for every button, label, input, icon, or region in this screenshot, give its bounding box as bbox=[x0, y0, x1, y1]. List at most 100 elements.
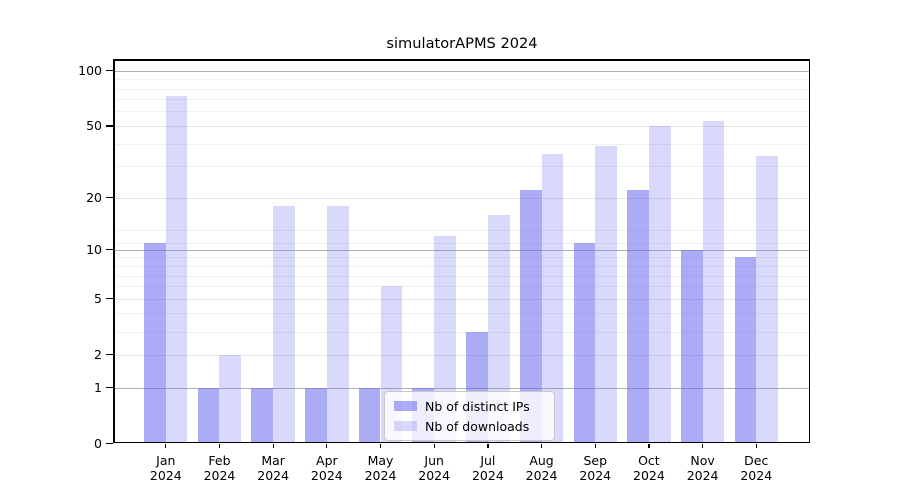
x-axis-tick bbox=[755, 443, 757, 448]
x-axis-tick bbox=[433, 443, 435, 448]
bar-downloads bbox=[648, 125, 671, 444]
x-tick-label-month: Apr bbox=[316, 452, 338, 468]
x-tick-label-year: 2024 bbox=[310, 468, 343, 483]
minor-gridline bbox=[113, 99, 811, 101]
y-axis-tick bbox=[106, 298, 113, 300]
x-tick-label: May 2024 bbox=[349, 453, 413, 484]
legend: Nb of distinct IPs Nb of downloads bbox=[384, 391, 555, 441]
x-tick-label-year: 2024 bbox=[149, 468, 182, 483]
x-tick-label-year: 2024 bbox=[525, 468, 558, 483]
bar-downloads bbox=[326, 205, 349, 444]
minor-gridline bbox=[113, 275, 811, 277]
y-tick-label: 20 bbox=[86, 189, 102, 205]
x-tick-label: Oct 2024 bbox=[617, 453, 681, 484]
labeled-gridline bbox=[113, 125, 811, 127]
x-tick-label: Jun 2024 bbox=[402, 453, 466, 484]
y-tick-label: 50 bbox=[86, 117, 102, 133]
labeled-gridline bbox=[113, 298, 811, 300]
bar-distinct-ips bbox=[519, 190, 542, 444]
minor-gridline bbox=[113, 88, 811, 90]
x-axis-tick bbox=[165, 443, 167, 448]
y-axis-tick bbox=[106, 249, 113, 251]
x-tick-label-month: Oct bbox=[638, 452, 660, 468]
bar-distinct-ips bbox=[305, 387, 327, 444]
minor-gridline bbox=[113, 79, 811, 81]
plot-area bbox=[113, 59, 811, 444]
x-axis-tick bbox=[594, 443, 596, 448]
minor-gridline bbox=[113, 257, 811, 259]
x-axis-tick bbox=[487, 443, 489, 448]
x-tick-label-month: Mar bbox=[261, 452, 285, 468]
x-tick-label-month: Nov bbox=[690, 452, 715, 468]
x-tick-label-month: Jan bbox=[156, 452, 176, 468]
labeled-gridline bbox=[113, 197, 811, 199]
spine-right bbox=[809, 59, 811, 444]
x-tick-label-year: 2024 bbox=[418, 468, 451, 483]
x-tick-label-year: 2024 bbox=[471, 468, 504, 483]
x-tick-label-month: Jul bbox=[480, 452, 496, 468]
x-tick-label-month: Jun bbox=[424, 452, 444, 468]
spine-top bbox=[113, 59, 811, 61]
x-axis-tick bbox=[272, 443, 274, 448]
x-tick-label-year: 2024 bbox=[364, 468, 397, 483]
minor-gridline bbox=[113, 111, 811, 113]
bar-downloads bbox=[273, 205, 295, 444]
minor-gridline bbox=[113, 331, 811, 333]
minor-gridline bbox=[113, 143, 811, 145]
x-tick-label-month: Aug bbox=[529, 452, 554, 468]
major-gridline bbox=[113, 70, 811, 72]
y-axis-tick bbox=[106, 386, 113, 389]
legend-label-downloads: Nb of downloads bbox=[425, 418, 530, 434]
x-tick-label: Nov 2024 bbox=[671, 453, 735, 484]
bar-distinct-ips bbox=[197, 387, 220, 444]
x-tick-label: Jul 2024 bbox=[456, 453, 520, 484]
x-tick-label: Apr 2024 bbox=[295, 453, 359, 484]
x-tick-label-month: Sep bbox=[583, 452, 608, 468]
y-tick-label: 1 bbox=[94, 379, 102, 395]
legend-label-distinct-ips: Nb of distinct IPs bbox=[425, 398, 530, 414]
y-tick-label: 5 bbox=[94, 290, 102, 306]
legend-swatch-distinct-ips bbox=[394, 400, 417, 412]
x-tick-label-month: May bbox=[367, 452, 394, 468]
bar-distinct-ips bbox=[251, 387, 274, 444]
major-gridline bbox=[113, 387, 811, 389]
major-gridline bbox=[113, 249, 811, 251]
bar-distinct-ips bbox=[358, 387, 381, 444]
spine-left bbox=[113, 59, 115, 444]
x-tick-label: Sep 2024 bbox=[563, 453, 627, 484]
bar-distinct-ips bbox=[573, 242, 596, 444]
x-tick-label: Jan 2024 bbox=[134, 453, 198, 484]
legend-item-downloads: Nb of downloads bbox=[394, 416, 552, 436]
x-axis-tick bbox=[379, 443, 382, 448]
minor-gridline bbox=[113, 242, 811, 244]
bar-distinct-ips bbox=[144, 242, 166, 444]
x-tick-label-year: 2024 bbox=[686, 468, 719, 483]
minor-gridline bbox=[113, 266, 811, 267]
bar-downloads bbox=[541, 154, 564, 444]
y-tick-label: 100 bbox=[78, 62, 102, 78]
bar-downloads bbox=[487, 214, 510, 444]
chart-title: simulatorAPMS 2024 bbox=[386, 35, 538, 52]
y-axis-tick bbox=[106, 442, 113, 445]
bar-downloads bbox=[219, 354, 242, 444]
bar-downloads bbox=[756, 156, 778, 444]
x-tick-label: Dec 2024 bbox=[724, 453, 788, 484]
bar-downloads bbox=[595, 145, 617, 444]
x-tick-label: Feb 2024 bbox=[187, 453, 251, 484]
minor-gridline bbox=[113, 166, 811, 168]
legend-swatch-downloads bbox=[394, 420, 417, 432]
x-tick-label: Aug 2024 bbox=[510, 453, 574, 484]
y-axis-tick bbox=[106, 70, 113, 72]
spine-bottom bbox=[113, 442, 811, 444]
x-tick-label-year: 2024 bbox=[257, 468, 290, 483]
bar-downloads bbox=[702, 121, 725, 444]
x-tick-label-year: 2024 bbox=[203, 468, 236, 483]
x-tick-label: Mar 2024 bbox=[241, 453, 305, 484]
x-tick-label-year: 2024 bbox=[633, 468, 665, 483]
legend-item-distinct-ips: Nb of distinct IPs bbox=[394, 396, 552, 416]
x-axis-tick bbox=[701, 443, 704, 448]
labeled-gridline bbox=[113, 354, 811, 356]
x-axis-tick bbox=[326, 443, 328, 448]
x-tick-label-year: 2024 bbox=[579, 468, 612, 483]
